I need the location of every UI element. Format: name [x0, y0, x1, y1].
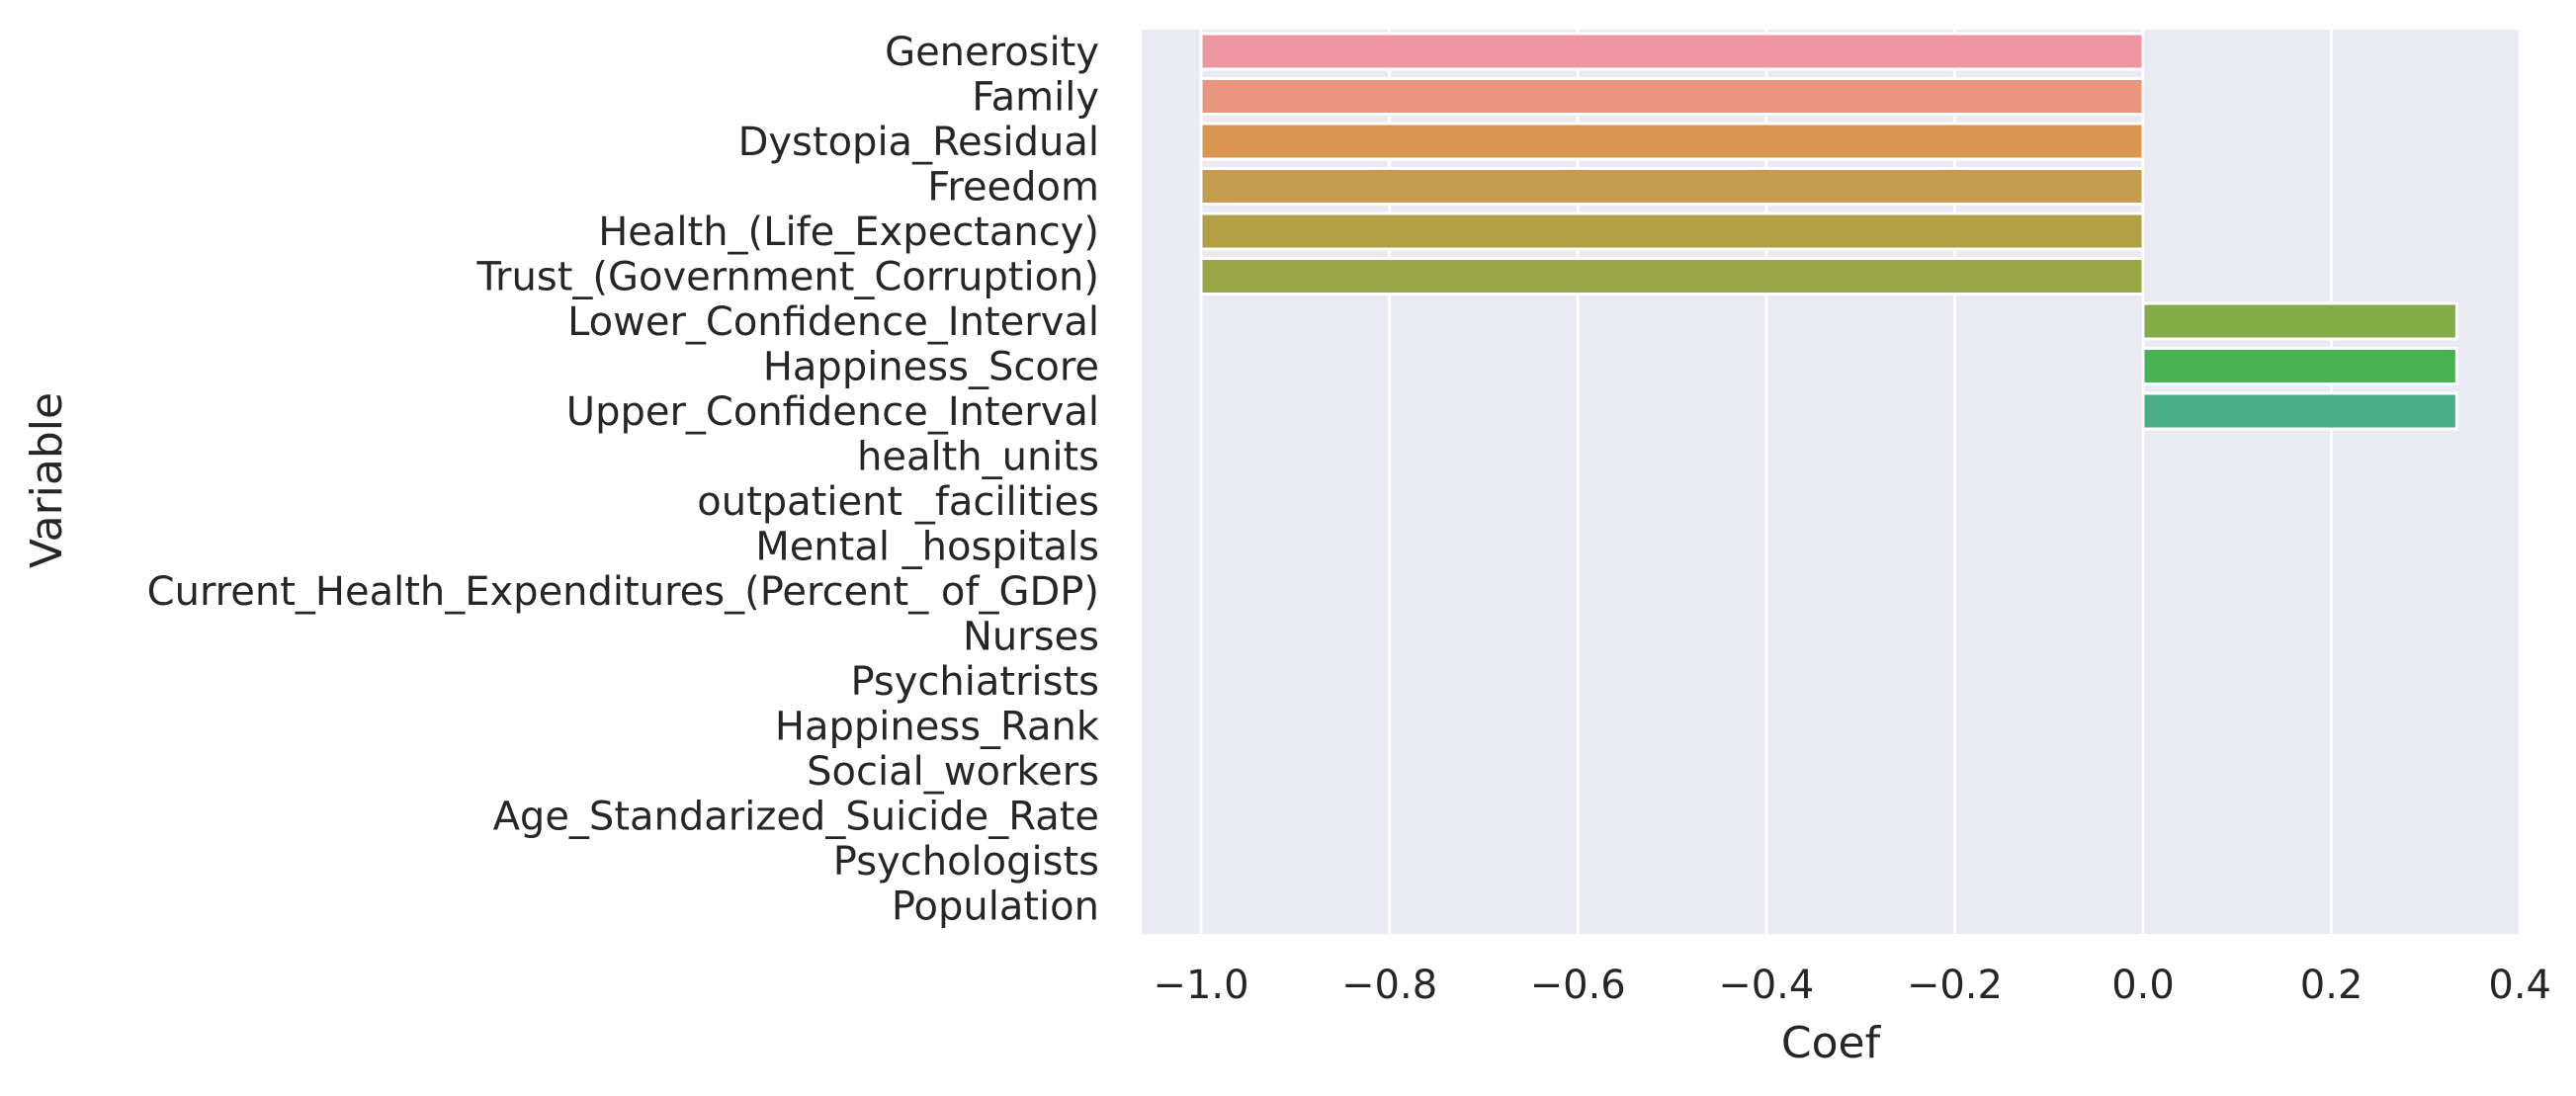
y-tick-label: Psychiatrists — [850, 659, 1099, 705]
x-tick-label: −1.0 — [1153, 963, 1248, 1008]
y-tick-label: Generosity — [885, 30, 1099, 75]
bar — [1199, 77, 2145, 116]
y-tick-label: Lower_Confidence_Interval — [567, 299, 1099, 345]
y-tick-label: Social_workers — [807, 749, 1099, 795]
x-tick-label: 0.2 — [2300, 963, 2363, 1008]
x-tick-labels: −1.0 −0.8 −0.6 −0.4 −0.2 0.0 0.2 0.4 — [1153, 963, 2551, 1008]
x-tick-label: −0.2 — [1907, 963, 2003, 1008]
y-tick-label: Freedom — [927, 165, 1099, 211]
bar — [2141, 391, 2458, 431]
y-tick-label: Family — [972, 75, 1099, 121]
y-tick-label: Happiness_Rank — [775, 705, 1100, 750]
y-tick-label: Upper_Confidence_Interval — [566, 389, 1099, 435]
y-tick-label: Trust_(Government_Corruption) — [476, 255, 1100, 300]
y-tick-label: Current_Health_Expenditures_(Percent_ of… — [147, 569, 1099, 615]
bar — [2141, 347, 2458, 385]
x-tick-label: 0.0 — [2111, 963, 2175, 1008]
bar — [1199, 211, 2145, 251]
y-tick-label: health_units — [857, 435, 1099, 480]
y-tick-label: Happiness_Score — [763, 345, 1099, 390]
y-tick-label: Psychologists — [833, 839, 1099, 885]
x-tick-label: −0.6 — [1530, 963, 1626, 1008]
x-axis-label: Coef — [1781, 1018, 1882, 1068]
y-tick-label: Population — [892, 885, 1099, 930]
bar — [2141, 301, 2458, 341]
y-tick-label: Nurses — [963, 615, 1099, 660]
bar — [1199, 122, 2145, 161]
y-tick-label: outpatient _facilities — [697, 479, 1099, 525]
x-tick-label: −0.8 — [1341, 963, 1437, 1008]
bar — [1199, 32, 2145, 71]
plot-background — [1142, 30, 2520, 934]
y-tick-label: Age_Standarized_Suicide_Rate — [493, 795, 1099, 840]
y-tick-label: Mental _hospitals — [755, 525, 1099, 570]
y-tick-labels: GenerosityFamilyDystopia_ResidualFreedom… — [147, 30, 1100, 930]
y-axis-label: Variable — [22, 392, 72, 568]
bar — [1199, 167, 2145, 206]
bars — [1199, 32, 2458, 431]
x-tick-label: −0.4 — [1718, 963, 1814, 1008]
y-tick-label: Dystopia_Residual — [738, 120, 1099, 165]
y-tick-label: Health_(Life_Expectancy) — [598, 210, 1099, 255]
x-tick-label: 0.4 — [2488, 963, 2551, 1008]
bar — [1199, 257, 2145, 295]
